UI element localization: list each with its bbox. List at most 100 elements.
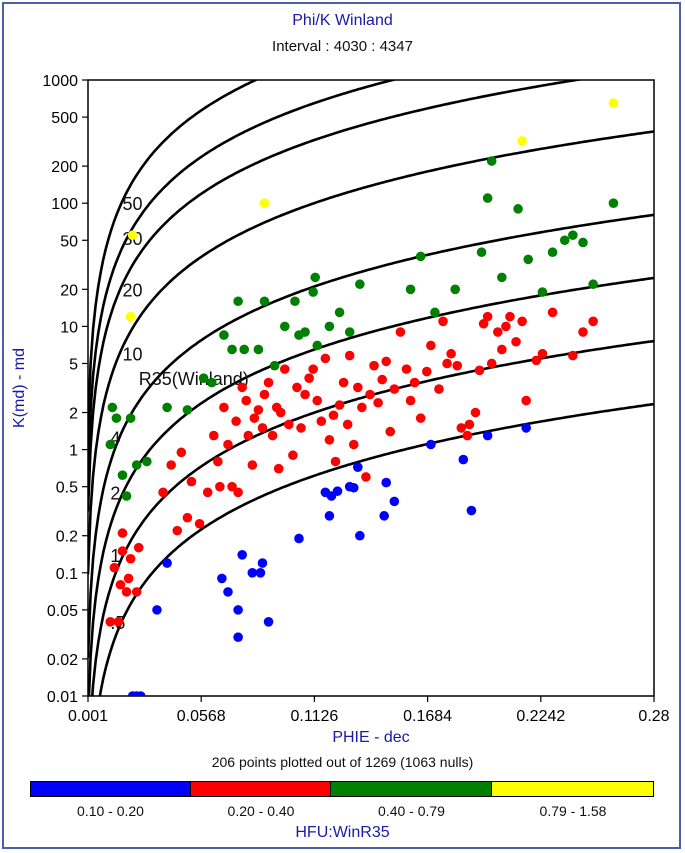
data-point [395, 327, 406, 337]
data-point [243, 430, 254, 441]
data-point [517, 316, 527, 327]
curve-label: 10 [122, 345, 142, 365]
r35-curve [88, 276, 654, 696]
data-point [233, 487, 243, 498]
data-point [294, 533, 304, 544]
data-point [133, 542, 144, 553]
data-point [288, 450, 298, 461]
curve-label: R35(Winland) [139, 369, 249, 389]
curve-label: 2 [110, 483, 120, 503]
data-point [105, 439, 116, 450]
data-point [492, 327, 503, 337]
data-point [115, 579, 126, 590]
data-point [308, 364, 318, 374]
y-tick-label: 200 [51, 159, 78, 176]
data-point [247, 568, 258, 578]
legend-swatch-green [331, 782, 492, 796]
data-point [478, 318, 489, 329]
data-point [578, 237, 588, 248]
chart-subtitle: Interval : 4030 : 4347 [272, 38, 413, 55]
r35-curve [88, 213, 654, 658]
r35-curve [88, 80, 585, 512]
data-point [284, 419, 294, 430]
data-point [324, 435, 335, 445]
data-point [547, 247, 558, 258]
data-point [237, 549, 247, 560]
data-point [231, 416, 241, 427]
curve-label: 4 [110, 429, 120, 449]
data-point [279, 321, 290, 332]
data-point [257, 558, 268, 568]
data-point [334, 400, 345, 410]
data-point [588, 316, 598, 327]
data-point [227, 344, 237, 355]
data-point [334, 307, 345, 318]
data-point [223, 439, 233, 450]
data-point [415, 413, 426, 423]
data-point [588, 279, 598, 290]
data-point [219, 330, 229, 340]
x-tick-label: 0.2242 [516, 708, 565, 725]
data-point [267, 430, 278, 441]
data-point [324, 321, 335, 332]
y-tick-label: 20 [60, 282, 78, 299]
data-point [442, 358, 452, 369]
data-point [208, 430, 219, 441]
data-point [426, 340, 436, 351]
data-point [344, 327, 355, 337]
data-point [198, 373, 209, 383]
data-point [389, 384, 400, 394]
data-point [348, 482, 359, 493]
data-point [474, 365, 485, 376]
data-point [219, 402, 229, 413]
data-point [409, 377, 420, 388]
data-point [249, 413, 260, 423]
data-point [152, 605, 162, 615]
data-point [446, 348, 456, 359]
data-point [537, 348, 548, 359]
data-point [131, 587, 142, 597]
legend-label-red: 0.20 - 0.40 [227, 803, 295, 819]
y-tick-label: 50 [60, 233, 78, 250]
data-point [353, 462, 363, 472]
data-point [330, 456, 341, 467]
data-point [125, 311, 136, 322]
plot-area [87, 79, 655, 697]
data-point [482, 311, 493, 322]
data-point [458, 454, 469, 465]
data-point [233, 605, 243, 615]
data-point [233, 296, 243, 307]
data-point [127, 230, 138, 240]
data-point [608, 198, 619, 208]
data-point [241, 395, 252, 406]
data-point [365, 389, 375, 400]
data-point [304, 373, 314, 383]
data-point [452, 360, 463, 371]
data-point [344, 350, 355, 361]
data-point [107, 402, 118, 413]
data-point [227, 481, 237, 492]
data-point [172, 525, 183, 536]
data-point [125, 413, 136, 423]
data-point [486, 358, 497, 369]
y-tick-label: 0.1 [56, 566, 78, 583]
data-point [421, 366, 432, 377]
data-point [434, 384, 444, 394]
data-point [117, 470, 128, 480]
data-point [405, 284, 416, 295]
points-plotted-note: 206 points plotted out of 1269 (1063 nul… [211, 754, 474, 770]
data-point [213, 456, 223, 467]
y-tick-label: 10 [60, 319, 78, 336]
y-tick-label: 1 [69, 443, 78, 460]
data-point [438, 316, 448, 327]
data-point [355, 530, 365, 541]
data-point [401, 364, 412, 374]
data-point [259, 389, 270, 400]
data-point [290, 296, 300, 307]
data-point [257, 423, 268, 433]
data-point [123, 573, 134, 584]
x-tick-label: 0.0568 [177, 708, 226, 725]
data-point [389, 496, 400, 507]
data-point [355, 279, 365, 290]
data-point [456, 423, 467, 433]
